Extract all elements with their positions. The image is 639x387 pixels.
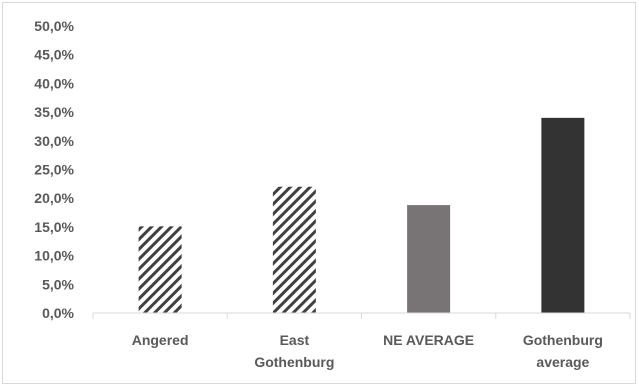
bar: [541, 117, 585, 313]
category-label: NE AVERAGE: [383, 332, 474, 348]
y-tick-label: 5,0%: [42, 276, 74, 292]
category-label-line: Angered: [132, 332, 189, 348]
y-axis-tick-labels: 0,0% 5,0% 10,0% 15,0% 20,0% 25,0% 30,0% 35,0% 40…: [34, 18, 74, 321]
y-tick-label: 45,0%: [34, 47, 74, 63]
category-label-line: Gothenburg: [523, 332, 603, 348]
bars: [138, 117, 585, 313]
y-tick-label: 30,0%: [34, 133, 74, 149]
y-tick-label: 25,0%: [34, 162, 74, 178]
category-label: East Gothenburg: [254, 332, 334, 370]
chart-frame: [2, 2, 636, 384]
bar: [272, 186, 316, 313]
category-label-line: Gothenburg: [254, 354, 334, 370]
category-label-line: East: [280, 332, 310, 348]
category-label: Angered: [132, 332, 189, 348]
y-tick-label: 15,0%: [34, 219, 74, 235]
y-tick-label: 10,0%: [34, 248, 74, 264]
y-tick-label: 50,0%: [34, 18, 74, 34]
category-label: Gothenburg average: [523, 332, 603, 370]
y-tick-label: 40,0%: [34, 75, 74, 91]
y-tick-label: 35,0%: [34, 104, 74, 120]
bar: [407, 205, 451, 313]
y-tick-label: 0,0%: [42, 305, 74, 321]
category-label-line: average: [536, 354, 589, 370]
bar: [138, 226, 182, 313]
x-axis-ticks: [92, 313, 631, 319]
category-label-line: NE AVERAGE: [383, 332, 474, 348]
category-labels: Angered East Gothenburg NE AVERAGE Gothenbur…: [132, 332, 603, 370]
y-tick-label: 20,0%: [34, 190, 74, 206]
